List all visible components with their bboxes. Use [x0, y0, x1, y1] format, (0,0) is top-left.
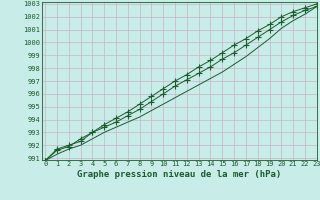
X-axis label: Graphe pression niveau de la mer (hPa): Graphe pression niveau de la mer (hPa)	[77, 170, 281, 179]
